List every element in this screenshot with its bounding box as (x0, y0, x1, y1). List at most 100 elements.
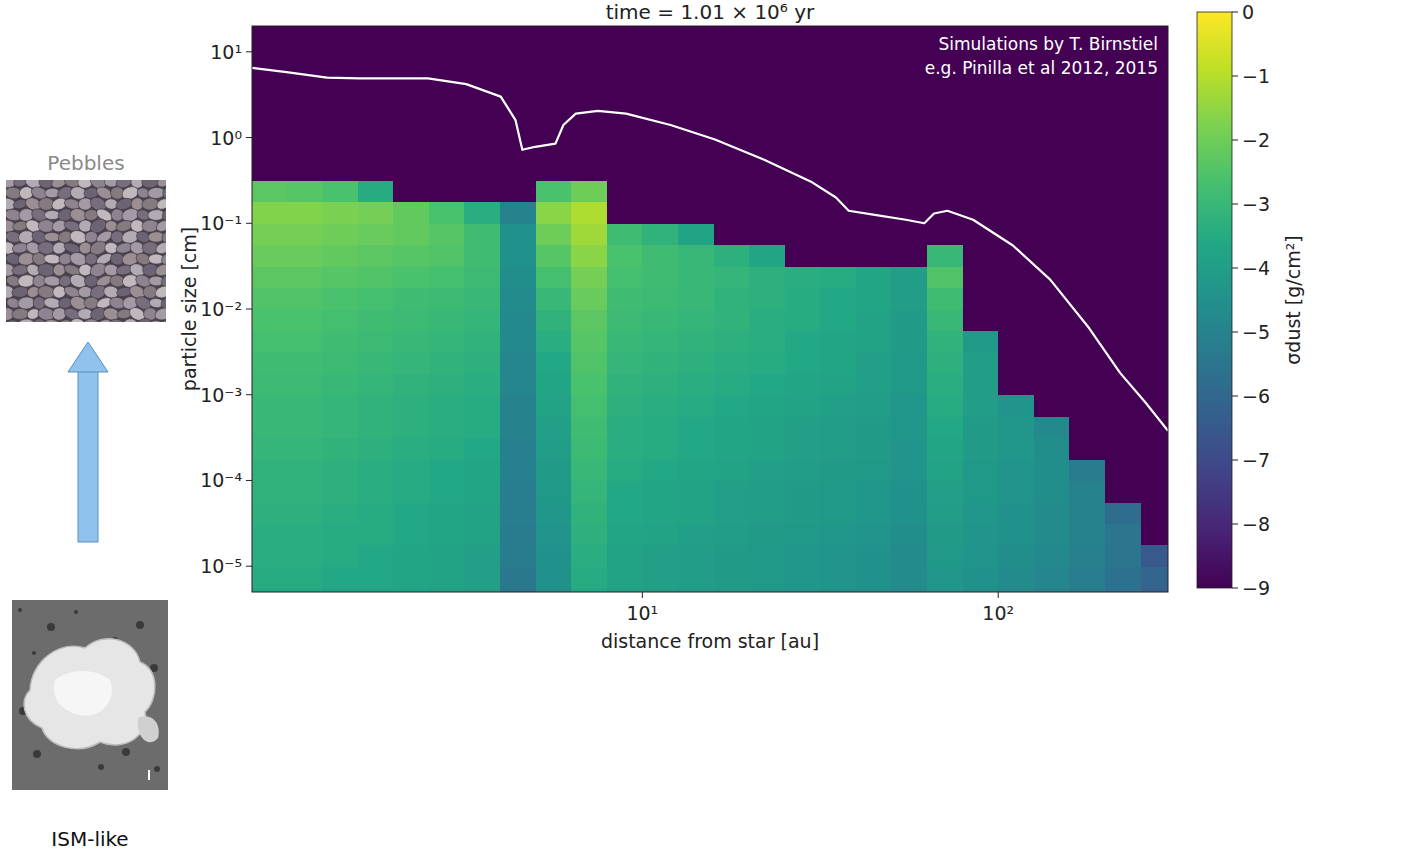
heatmap-cell (1141, 223, 1168, 245)
y-tick (246, 51, 252, 52)
heatmap-cell (927, 395, 963, 417)
ism-speck (74, 610, 78, 614)
heatmap-cell (785, 588, 821, 592)
heatmap-cell (785, 309, 821, 331)
pebble (154, 284, 166, 300)
y-tick (246, 480, 252, 481)
heatmap-cell (678, 523, 714, 545)
heatmap-cell (891, 288, 927, 310)
heatmap-cell (856, 352, 892, 374)
heatmap-cell (927, 545, 963, 567)
heatmap-cell (963, 545, 999, 567)
heatmap-cell (322, 180, 358, 202)
y-tick-label: 10⁻³ (200, 384, 242, 406)
heatmap-cell (891, 502, 927, 524)
heatmap-cell (678, 566, 714, 588)
heatmap-cell (358, 459, 394, 481)
heatmap-cell (1034, 352, 1070, 374)
heatmap-cell (571, 545, 607, 567)
heatmap-cell (820, 223, 856, 245)
heatmap-cell (749, 438, 785, 460)
heatmap-cell (607, 566, 643, 588)
heatmap-cell (642, 459, 678, 481)
heatmap-cell (963, 159, 999, 181)
heatmap-cell (820, 395, 856, 417)
heatmap-cell (500, 330, 536, 352)
heatmap-cell (820, 352, 856, 374)
ism-speck (136, 621, 144, 629)
heatmap-cell (820, 202, 856, 224)
heatmap-cell (856, 223, 892, 245)
pebble (149, 320, 163, 322)
heatmap-cell (607, 309, 643, 331)
heatmap-cell (678, 202, 714, 224)
heatmap-cell (785, 202, 821, 224)
heatmap-cell (785, 416, 821, 438)
heatmap-cell (1069, 395, 1105, 417)
heatmap-cell (322, 223, 358, 245)
heatmap-cell (856, 309, 892, 331)
heatmap-cell (642, 352, 678, 374)
heatmap-cell (536, 180, 572, 202)
heatmap-cell (998, 223, 1034, 245)
heatmap-cell (252, 330, 287, 352)
heatmap-cell (571, 523, 607, 545)
heatmap-cell (536, 309, 572, 331)
heatmap-cell (286, 330, 322, 352)
heatmap-cell (393, 180, 429, 202)
heatmap-cell (464, 330, 500, 352)
heatmap-cell (607, 545, 643, 567)
heatmap-cell (393, 266, 429, 288)
heatmap-cell (1034, 502, 1070, 524)
heatmap-cell (464, 223, 500, 245)
heatmap-cell (998, 566, 1034, 588)
heatmap-cell (393, 373, 429, 395)
heatmap-cell (963, 202, 999, 224)
ism-label: ISM-like (51, 827, 128, 851)
pebble (84, 209, 99, 222)
heatmap-cell (500, 523, 536, 545)
pebble (6, 318, 21, 322)
heatmap-cell (571, 588, 607, 592)
size-limit-line (252, 68, 1168, 431)
heatmap-cell (393, 159, 429, 181)
heatmap-cell (820, 138, 856, 160)
heatmap-cell (963, 566, 999, 588)
heatmap-cell (891, 159, 927, 181)
heatmap-cell (856, 159, 892, 181)
heatmap-cell (891, 588, 927, 592)
pebble (84, 297, 99, 309)
heatmap-cell (1105, 588, 1141, 592)
heatmap-cell (393, 588, 429, 592)
heatmap-cell (1034, 545, 1070, 567)
heatmap-cell (963, 288, 999, 310)
heatmap-cell (1141, 245, 1168, 267)
heatmap-cell (607, 352, 643, 374)
colorbar-title: σdust [g/cm²] (1282, 235, 1304, 364)
heatmap-cell (500, 545, 536, 567)
heatmap-cell (1105, 223, 1141, 245)
heatmap-cell (678, 459, 714, 481)
heatmap-cell (393, 288, 429, 310)
heatmap-cell (286, 480, 322, 502)
heatmap-cell (571, 26, 607, 138)
heatmap-cell (571, 395, 607, 417)
heatmap-cell (607, 266, 643, 288)
heatmap-cell (536, 588, 572, 592)
colorbar-tick-label: −2 (1242, 129, 1270, 151)
heatmap-cell (1034, 438, 1070, 460)
heatmap-cell (1105, 180, 1141, 202)
heatmap-cell (714, 245, 750, 267)
heatmap-cell (820, 266, 856, 288)
heatmap-cell (927, 523, 963, 545)
heatmap-cell (820, 566, 856, 588)
pebble (108, 317, 127, 322)
heatmap-cell (322, 352, 358, 374)
heatmap-cell (607, 180, 643, 202)
ism-photo-bg (12, 600, 168, 790)
heatmap-cell (286, 373, 322, 395)
heatmap-cell (252, 566, 287, 588)
heatmap-cell (749, 180, 785, 202)
heatmap-cell (1141, 288, 1168, 310)
heatmap-cell (322, 138, 358, 160)
